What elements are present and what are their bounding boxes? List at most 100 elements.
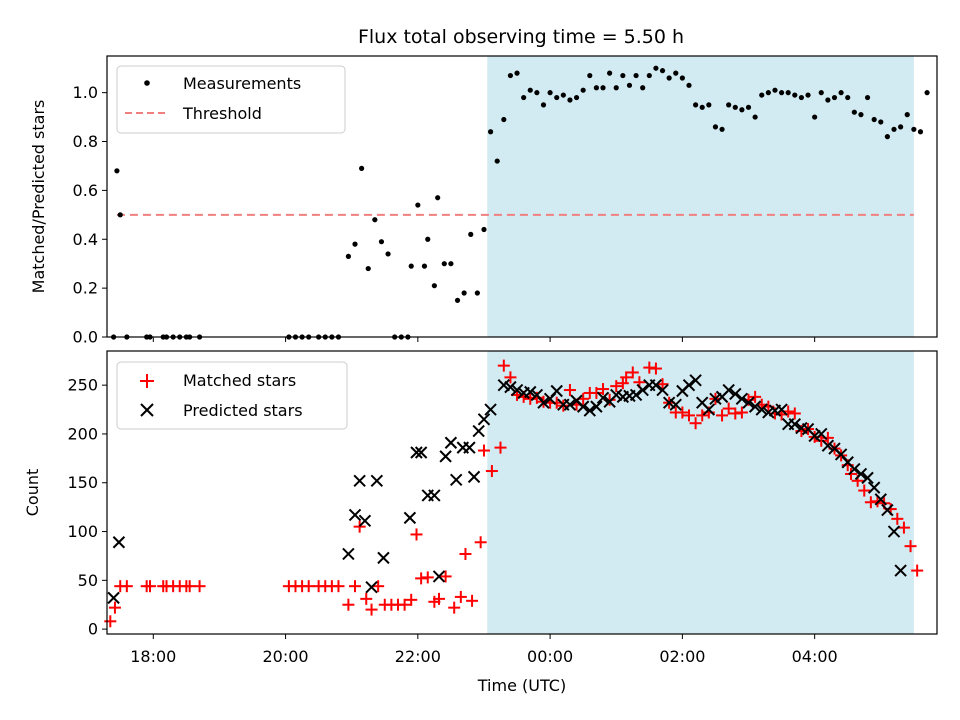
predicted-star-point [874,493,887,506]
measurement-point [871,116,877,123]
legend-threshold-label: Threshold [182,104,262,123]
matched-star-point [477,444,490,457]
bot-ytick-label: 250 [67,376,98,395]
measurement-point [567,97,573,103]
predicted-star-point [861,471,874,485]
measurement-point [706,102,712,108]
ratio-panel-frame [106,55,938,338]
predicted-star-point [444,436,458,449]
matched-star-point [563,384,576,397]
matched-star-point [649,362,662,375]
measurement-point [778,90,785,96]
measurement-point [653,65,659,71]
measurement-point [812,114,818,120]
measurement-point [448,261,454,267]
legend-predicted-label: Predicted stars [183,401,303,420]
matched-star-point [656,378,669,391]
measurement-point [378,239,385,245]
matched-star-point [845,467,858,480]
predicted-star-point [463,441,476,454]
legend-matched-marker [140,374,154,388]
predicted-star-point [881,503,894,517]
measurement-point [626,82,633,88]
measurement-point [431,283,437,289]
matched-star-point [372,580,385,593]
measurement-point [607,70,613,76]
predicted-star-point [748,400,762,413]
measurement-point [864,94,871,101]
measurement-point [845,94,851,101]
predicted-star-point [636,383,649,397]
predicted-star-point [472,424,485,438]
predicted-star-point [510,383,524,397]
ratio-y-axis-label: Matched/Predicted stars [29,100,48,294]
measurement-point [359,165,365,171]
matched-star-point [891,512,904,525]
measurement-point [792,92,798,98]
top-ytick-label: 0.8 [73,132,98,151]
count-panel: 0 50 100 150 200 250 18:00 20:00 22:00 00:00 02:0… [23,350,938,695]
xtick-label: 02:00 [659,647,705,666]
predicted-star-point [848,462,861,476]
predicted-star-point [477,413,491,426]
predicted-star-point [342,547,355,561]
matched-star-point [749,390,762,403]
predicted-star-point [722,383,735,397]
measurement-point [679,75,685,81]
predicted-star-point [563,398,577,411]
measurement-point [745,104,752,110]
bot-ytick-label: 50 [78,571,98,590]
measurement-point [765,90,771,96]
measurement-point [732,104,738,110]
measurement-point [547,90,553,96]
matched-star-point [410,528,423,541]
matched-star-point [815,434,828,447]
count-panel-shaded-region [487,351,914,634]
predicted-star-point [894,564,907,577]
matched-star-point [682,409,695,422]
predicted-star-point [432,570,446,583]
predicted-star-point [410,446,423,459]
measurement-point [487,129,494,135]
predicted-star-point [583,404,596,417]
measurement-point [352,241,358,247]
predicted-star-point [867,481,881,494]
matched-star-point [620,371,633,384]
measurement-point [573,94,580,101]
matched-star-point [897,521,910,534]
predicted-star-point [439,450,452,463]
predicted-star-point [702,403,716,416]
measurement-point [785,90,791,96]
measurement-point [345,253,351,259]
predicted-star-point [755,403,768,416]
matched-star-point [722,402,735,415]
matched-star-point [448,601,461,614]
measurement-point [494,158,500,164]
measurement-point [540,102,547,108]
ratio-legend: Measurements Threshold [116,65,346,134]
measurement-point [818,90,824,96]
measurement-point [878,119,884,125]
xtick-label: 18:00 [130,647,176,666]
matched-star-point [485,465,498,478]
count-legend: Matched stars Predicted stars [116,361,348,430]
matched-star-point [788,407,801,420]
measurement-point [884,134,890,140]
measurement-point [527,87,533,93]
predicted-star-point [504,380,517,394]
measurement-point [408,263,414,269]
predicted-star-point [377,551,390,565]
bot-ytick-label: 100 [67,522,98,541]
predicted-star-point [484,403,497,416]
bot-ytick-label: 0 [88,620,98,639]
measurement-point [851,109,857,115]
measurement-point [501,116,507,123]
measurement-point [521,94,527,101]
measurement-point [114,168,120,174]
predicted-star-point [467,470,481,484]
matched-star-point [439,570,452,583]
predicted-star-point [537,396,550,409]
predicted-star-point [403,511,417,525]
predicted-star-point [815,427,828,441]
measurement-point [425,236,431,242]
